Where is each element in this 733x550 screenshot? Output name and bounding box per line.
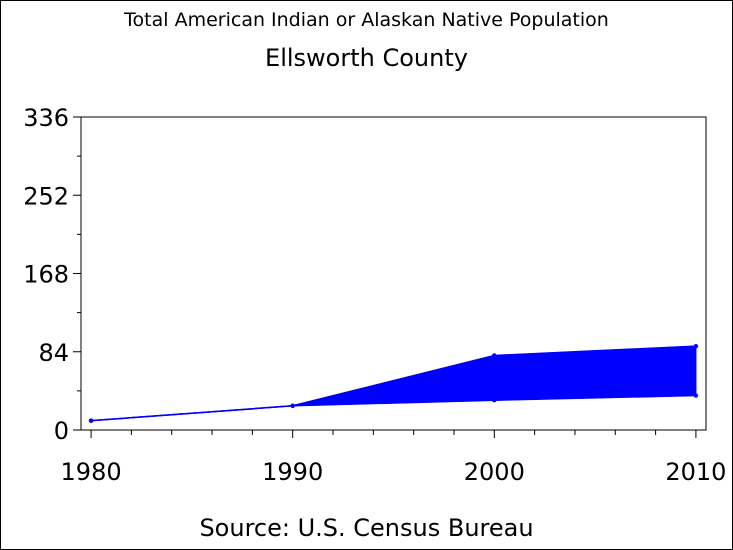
data-point-0-2010 xyxy=(693,343,699,349)
population-band xyxy=(91,345,697,422)
data-point-1-1980 xyxy=(88,418,94,423)
y-tick-label-168: 168 xyxy=(23,261,69,289)
data-point-1-2000 xyxy=(492,397,497,403)
x-tick-label-1990: 1990 xyxy=(262,458,323,486)
y-tick-label-0: 0 xyxy=(54,417,69,445)
data-point-1-2010 xyxy=(693,393,699,398)
y-tick-label-84: 84 xyxy=(38,339,69,367)
x-tick-label-2010: 2010 xyxy=(665,458,726,486)
x-tick-label-2000: 2000 xyxy=(464,458,525,486)
data-point-0-2000 xyxy=(492,353,497,358)
chart-subtitle: Ellsworth County xyxy=(265,44,468,72)
data-point-1-1990 xyxy=(290,403,295,408)
y-tick-label-252: 252 xyxy=(23,182,69,210)
series-line-1 xyxy=(91,394,696,422)
chart-title: Total American Indian or Alaskan Native … xyxy=(124,9,609,31)
source-note: Source: U.S. Census Bureau xyxy=(199,514,534,542)
x-tick-label-1980: 1980 xyxy=(61,458,122,486)
y-tick-label-336: 336 xyxy=(23,104,69,132)
